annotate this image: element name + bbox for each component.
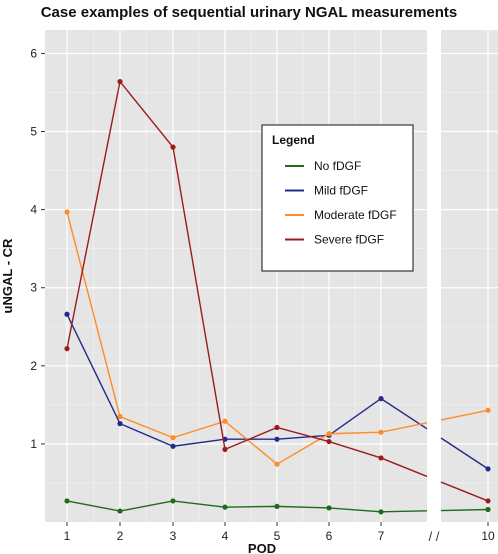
legend-label: Mild fDGF	[314, 184, 368, 198]
legend-items: No fDGF Mild fDGF Moderate fDGF Severe fDGF	[285, 159, 397, 247]
data-point	[117, 508, 123, 514]
data-point	[378, 396, 384, 402]
data-point	[170, 144, 176, 150]
y-tick-label: 5	[30, 125, 37, 139]
series-line	[66, 500, 428, 513]
data-point	[485, 466, 491, 472]
legend: Legend No fDGF Mild fDGF Moderate fDGF Seve…	[261, 124, 414, 272]
data-point	[222, 504, 228, 510]
x-tick-label: 6	[326, 529, 333, 543]
x-tick-label: 2	[117, 529, 124, 543]
data-point	[378, 455, 384, 461]
data-point	[485, 407, 491, 413]
y-tick-label: 1	[30, 437, 37, 451]
x-tick-label: 5	[274, 529, 281, 543]
x-axis-title: POD	[248, 541, 276, 554]
y-axis-title: uNGAL - CR	[0, 238, 15, 313]
x-tick-label: 10	[481, 529, 495, 543]
data-point	[326, 505, 332, 511]
series-line	[66, 211, 428, 466]
data-point	[274, 424, 280, 431]
data-point	[274, 436, 280, 442]
data-point	[326, 438, 332, 445]
y-tick-label: 6	[30, 46, 37, 60]
series-line	[66, 79, 428, 478]
data-point	[222, 418, 228, 424]
data-point	[64, 311, 70, 317]
data-point	[64, 209, 70, 215]
legend-box	[261, 124, 414, 272]
data-point	[117, 421, 123, 427]
data-point	[64, 498, 70, 504]
chart-title: Case examples of sequential urinary NGAL…	[41, 4, 458, 21]
legend-label: Moderate fDGF	[314, 208, 397, 222]
x-tick-label: 1	[64, 529, 71, 543]
data-point	[170, 443, 176, 449]
y-tick-label: 4	[30, 203, 37, 217]
axes: 1 2 3 4 5 6 1 2 3 4 5 6 7 10	[30, 46, 495, 543]
axis-break-marker: / /	[429, 529, 440, 544]
data-point	[274, 461, 280, 467]
series-line-segment	[440, 409, 489, 421]
series-no-fdgf	[64, 498, 491, 515]
data-point	[222, 446, 228, 452]
legend-title: Legend	[272, 133, 315, 147]
series-severe-fdgf	[64, 78, 491, 504]
data-point	[64, 346, 70, 352]
x-tick-label: 7	[378, 529, 385, 543]
legend-label: Severe fDGF	[314, 233, 384, 247]
data-point	[326, 431, 332, 437]
data-point	[117, 413, 123, 420]
series-mild-fdgf	[64, 311, 491, 472]
series-line-segment	[440, 481, 489, 502]
data-point	[117, 78, 123, 85]
data-point	[378, 509, 384, 515]
series-line-segment	[440, 508, 489, 512]
x-tick-label: 4	[222, 529, 229, 543]
data-point	[170, 498, 176, 504]
y-tick-label: 3	[30, 281, 37, 295]
series-line-segment	[440, 437, 489, 470]
plot-panel-extension	[441, 30, 498, 522]
legend-label: No fDGF	[314, 159, 361, 173]
series-moderate-fdgf	[64, 209, 491, 467]
data-point	[378, 429, 384, 435]
data-point	[485, 506, 491, 513]
x-tick-label: 3	[170, 529, 177, 543]
series-layer	[64, 78, 491, 515]
data-point	[485, 498, 491, 504]
data-point	[170, 435, 176, 441]
data-point	[274, 503, 280, 509]
plot-panel-main	[45, 30, 427, 522]
y-tick-label: 2	[30, 359, 37, 373]
series-line	[66, 313, 428, 447]
